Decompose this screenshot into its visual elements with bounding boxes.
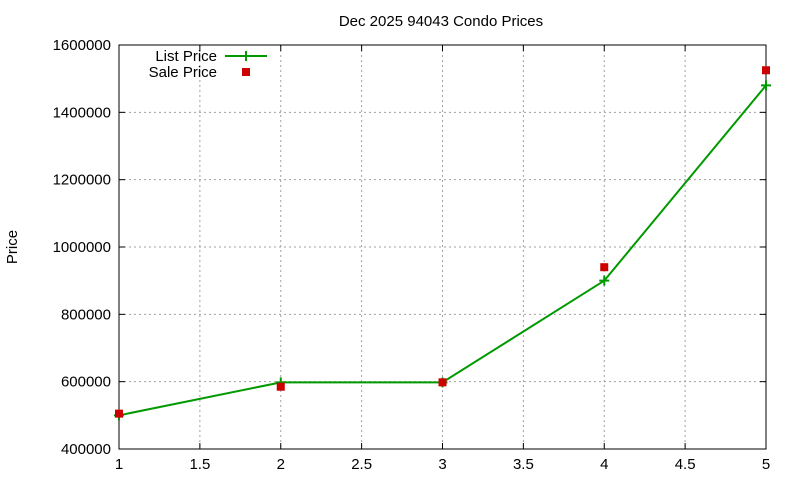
x-tick-label: 3 (438, 456, 446, 473)
y-tick-label: 1200000 (53, 172, 111, 189)
sale-price-point (115, 409, 123, 418)
y-tick-label: 800000 (61, 306, 111, 323)
x-tick-label: 1.5 (189, 456, 210, 473)
y-axis-label: Price (4, 230, 21, 264)
x-tick-label: 4 (600, 456, 608, 473)
y-tick-label: 600000 (61, 374, 111, 391)
sale-price-point (276, 382, 285, 391)
y-tick-label: 1000000 (53, 239, 111, 256)
sale-price-point (762, 66, 770, 75)
y-tick-label: 1400000 (53, 104, 111, 121)
legend-label: List Price (155, 48, 217, 65)
grid-lines (119, 45, 766, 449)
list-price-point (599, 275, 610, 286)
x-tick-label: 3.5 (513, 456, 534, 473)
y-tick-label: 1600000 (53, 37, 111, 54)
y-tick-label: 400000 (61, 441, 111, 458)
x-tick-label: 2 (277, 456, 285, 473)
sale-price-point (438, 378, 447, 387)
x-tick-label: 5 (762, 456, 770, 473)
list-price-point (761, 80, 771, 91)
x-tick-label: 4.5 (675, 456, 696, 473)
x-tick-label: 1 (115, 456, 123, 473)
data-series (114, 66, 771, 421)
chart-title: Dec 2025 94043 Condo Prices (339, 13, 543, 30)
legend-label: Sale Price (149, 64, 217, 81)
sale-price-point (600, 263, 609, 272)
axis-frame (118, 44, 767, 450)
legend-swatch-marker (241, 51, 251, 61)
x-tick-label: 2.5 (351, 456, 372, 473)
tick-labels: 1 1.5 2 2.5 3 3.5 4 4.5 5 400000 600000 800000 10000… (53, 37, 771, 473)
legend-swatch-marker (242, 68, 250, 76)
